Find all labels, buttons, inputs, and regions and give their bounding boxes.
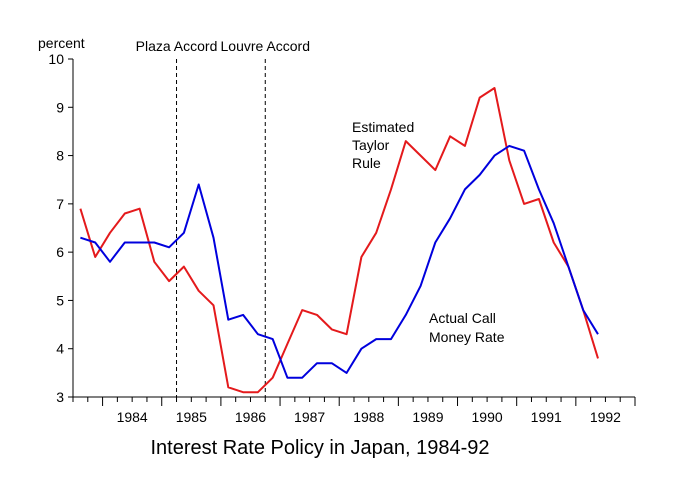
series-label-taylor-line-2: Taylor: [352, 137, 390, 153]
y-tick-label: 7: [56, 196, 64, 212]
axes: 3 4 5 6 7 8 9 10 1984 1985 1986 1987 1988 1989 1990 199…: [48, 51, 636, 425]
series-label-taylor-line-1: Estimated: [352, 119, 414, 135]
series-taylor-rule-line: [79, 87, 599, 394]
annotation-label: Plaza Accord: [136, 38, 218, 54]
chart-title: Interest Rate Policy in Japan, 1984-92: [150, 437, 489, 459]
x-tick-label: 1990: [472, 409, 503, 425]
x-tick-label: 1985: [176, 409, 207, 425]
series-call-money-rate-line: [80, 144, 599, 379]
x-tick-label: 1988: [353, 409, 384, 425]
x-tick-label: 1991: [531, 409, 562, 425]
series-lines: [79, 87, 599, 394]
x-tick-label: 1989: [412, 409, 443, 425]
annotations: Plaza Accord Louvre Accord: [136, 38, 310, 397]
y-tick-label: 8: [56, 148, 64, 164]
series-label-call-line-1: Actual Call: [429, 310, 496, 326]
series-label-call-line-2: Money Rate: [429, 329, 505, 345]
x-tick-label: 1986: [235, 409, 266, 425]
y-tick-label: 10: [48, 51, 64, 67]
x-tick-label: 1992: [590, 409, 621, 425]
y-tick-label: 6: [56, 244, 64, 260]
x-tick-label: 1984: [117, 409, 148, 425]
series-label-taylor-line-3: Rule: [352, 155, 381, 171]
y-tick-label: 9: [56, 99, 64, 115]
y-axis-title: percent: [38, 35, 85, 51]
y-tick-label: 3: [56, 389, 64, 405]
annotation-label: Louvre Accord: [221, 38, 311, 54]
y-tick-label: 5: [56, 292, 64, 308]
y-tick-label: 4: [56, 341, 64, 357]
x-tick-label: 1987: [294, 409, 325, 425]
